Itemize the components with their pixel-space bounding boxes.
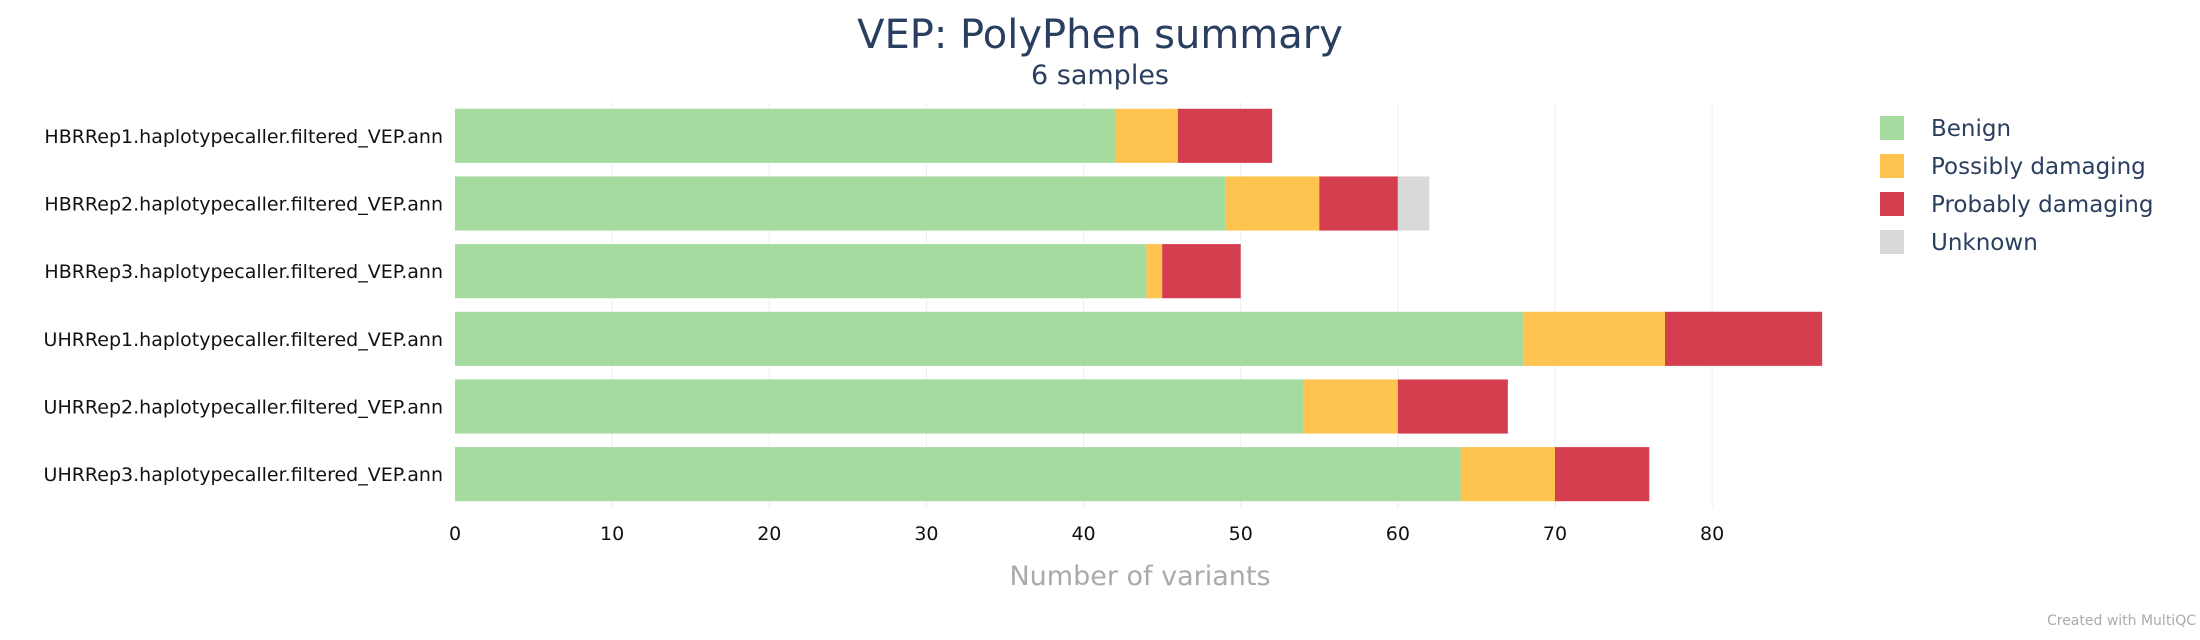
x-tick-label: 10 [600,523,624,545]
y-axis-ticks: HBRRep1.haplotypecaller.filtered_VEP.ann… [44,126,443,486]
x-tick-label: 0 [449,523,461,545]
legend-swatch [1880,154,1904,178]
chart-title: VEP: PolyPhen summary [857,12,1343,58]
legend-item[interactable]: Benign [1880,116,2011,142]
bar-segment[interactable] [455,108,1115,163]
bar-segment[interactable] [1665,311,1823,366]
bar-segment[interactable] [1555,447,1650,502]
credit-text: Created with MultiQC [2047,613,2196,629]
x-tick-label: 50 [1229,523,1253,545]
legend-label: Probably damaging [1931,192,2153,218]
legend[interactable]: Benign Possibly damaging Probably damaging… [1880,116,2153,256]
y-tick-label: UHRRep1.haplotypecaller.filtered_VEP.ann [44,329,443,351]
bar-segment[interactable] [1397,176,1430,231]
legend-item[interactable]: Probably damaging [1880,192,2153,218]
bars [455,108,1823,502]
x-tick-label: 80 [1700,523,1724,545]
bar-segment[interactable] [1115,108,1178,163]
x-tick-label: 30 [914,523,938,545]
bar-segment[interactable] [1146,244,1163,299]
x-tick-label: 20 [757,523,781,545]
y-tick-label: HBRRep1.haplotypecaller.filtered_VEP.ann [44,126,443,148]
x-tick-label: 70 [1543,523,1567,545]
bar-segment[interactable] [1460,447,1555,502]
x-tick-label: 60 [1386,523,1410,545]
bar-segment[interactable] [1177,108,1273,163]
legend-item[interactable]: Unknown [1880,230,2038,256]
bar-segment[interactable] [1319,176,1398,231]
chart-subtitle: 6 samples [1031,60,1169,91]
legend-label: Possibly damaging [1931,154,2146,180]
legend-swatch [1880,230,1904,254]
y-tick-label: HBRRep3.haplotypecaller.filtered_VEP.ann [44,261,443,283]
legend-swatch [1880,116,1904,140]
bar-segment[interactable] [455,311,1524,366]
bar-segment[interactable] [1303,379,1398,434]
grid-lines [611,102,1713,508]
x-tick-label: 40 [1071,523,1095,545]
bar-segment[interactable] [1523,311,1665,366]
bar-segment[interactable] [1397,379,1508,434]
legend-label: Benign [1931,116,2011,142]
bar-segment[interactable] [1162,244,1241,299]
x-axis-label: Number of variants [1009,561,1270,592]
bar-segment[interactable] [1225,176,1320,231]
y-tick-label: UHRRep2.haplotypecaller.filtered_VEP.ann [44,397,443,419]
bar-segment[interactable] [455,379,1304,434]
y-tick-label: UHRRep3.haplotypecaller.filtered_VEP.ann [44,464,443,486]
x-axis-ticks: 0 10 20 30 40 50 60 70 80 [449,523,1724,545]
bar-segment[interactable] [455,244,1147,299]
bar-segment[interactable] [455,176,1225,231]
bar-segment[interactable] [455,447,1461,502]
legend-item[interactable]: Possibly damaging [1880,154,2146,180]
y-tick-label: HBRRep2.haplotypecaller.filtered_VEP.ann [44,194,443,216]
legend-label: Unknown [1931,230,2038,256]
legend-swatch [1880,192,1904,216]
